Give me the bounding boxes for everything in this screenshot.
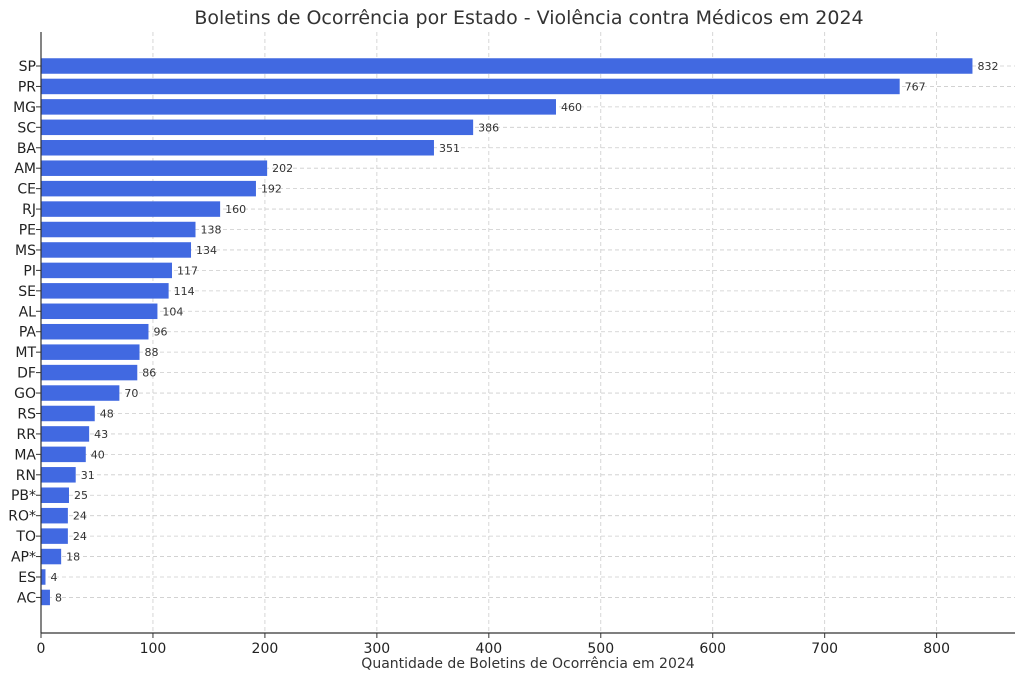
bar: [41, 507, 68, 524]
data-label: 4: [50, 571, 57, 584]
y-tick-label: AC: [17, 590, 36, 606]
bar: [41, 548, 62, 565]
x-tick-label: 300: [363, 641, 390, 657]
data-label: 40: [91, 448, 105, 461]
y-tick-label: PB*: [11, 488, 36, 504]
x-tick-label: 500: [587, 641, 614, 657]
y-tick-label: SC: [17, 120, 36, 136]
y-tick-label: GO: [14, 386, 36, 402]
bar: [41, 242, 192, 258]
y-tick-label: SE: [18, 284, 36, 300]
y-tick-label: AL: [19, 304, 37, 320]
x-tick-label: 600: [699, 641, 726, 657]
y-tick-label: PR: [18, 79, 36, 95]
bars: [41, 58, 973, 606]
y-tick-label: RS: [17, 406, 36, 422]
data-label: 192: [261, 183, 282, 196]
data-label: 86: [142, 367, 156, 380]
bar: [41, 323, 149, 340]
bar: [41, 160, 268, 176]
data-label: 43: [94, 428, 108, 441]
data-label: 767: [905, 80, 926, 93]
y-tick-label: PA: [19, 325, 37, 341]
y-tick-label: RR: [17, 427, 37, 443]
bar: [41, 385, 120, 401]
y-tick-label: RO*: [8, 509, 36, 525]
y-tick-label: DF: [17, 366, 36, 382]
y-tick-label: RJ: [22, 202, 36, 218]
data-label: 117: [177, 264, 198, 277]
y-tick-label: PI: [23, 263, 36, 279]
data-label: 8: [55, 591, 62, 604]
bar: [41, 262, 172, 279]
y-tick-label: MS: [15, 243, 36, 259]
bar: [41, 426, 90, 442]
data-label: 25: [74, 489, 88, 502]
x-tick-labels: 0 100 200 300 400 500 600 700 800: [37, 633, 950, 657]
bar: [41, 78, 900, 95]
data-label: 18: [66, 551, 80, 564]
data-label: 138: [200, 224, 221, 237]
bar: [41, 303, 158, 320]
x-axis-label: Quantidade de Boletins de Ocorrência em …: [361, 656, 694, 672]
y-tick-label: RN: [16, 468, 36, 484]
data-label: 134: [196, 244, 217, 257]
data-labels: 832 767 460 386 351 202 192 160 138 134 117 114 104 9…: [50, 60, 998, 604]
x-tick-label: 0: [37, 641, 46, 657]
y-tick-label: CE: [17, 182, 36, 198]
data-label: 114: [174, 285, 195, 298]
data-label: 31: [81, 469, 95, 482]
bar: [41, 140, 434, 156]
data-label: 160: [225, 203, 246, 216]
bar: [41, 344, 140, 360]
bar: [41, 589, 50, 606]
bar: [41, 364, 138, 381]
y-tick-label: PE: [19, 223, 36, 239]
data-label: 48: [100, 407, 114, 420]
y-tick-label: AP*: [11, 550, 36, 566]
x-tick-label: 700: [811, 641, 838, 657]
y-tick-label: MG: [13, 100, 36, 116]
bar: [41, 180, 256, 197]
bar: [41, 405, 95, 422]
data-label: 351: [439, 142, 460, 155]
data-label: 832: [977, 60, 998, 73]
data-label: 70: [124, 387, 138, 400]
bar: [41, 201, 221, 217]
bar: [41, 446, 86, 463]
bar: [41, 99, 556, 115]
bar: [41, 528, 68, 544]
y-tick-label: BA: [17, 141, 37, 157]
data-label: 88: [145, 346, 159, 359]
data-label: 202: [272, 162, 293, 175]
bar: [41, 221, 196, 238]
y-tick-label: SP: [19, 59, 36, 75]
bar: [41, 119, 474, 136]
y-tick-labels: SP PR MG SC BA AM CE RJ PE MS PI SE AL PA MT DF GO RS RR MA…: [8, 59, 41, 606]
x-tick-label: 400: [475, 641, 502, 657]
bar: [41, 58, 973, 74]
data-label: 96: [153, 326, 167, 339]
bar: [41, 569, 46, 585]
y-tick-label: TO: [15, 529, 36, 545]
data-label: 386: [478, 121, 499, 134]
bar: [41, 487, 69, 503]
y-tick-label: ES: [18, 570, 36, 586]
x-tick-label: 200: [252, 641, 279, 657]
y-tick-label: MT: [15, 345, 36, 361]
data-label: 104: [162, 305, 183, 318]
chart-title: Boletins de Ocorrência por Estado - Viol…: [194, 7, 863, 29]
x-tick-label: 800: [923, 641, 950, 657]
data-label: 460: [561, 101, 582, 114]
bar: [41, 467, 76, 483]
data-label: 24: [73, 510, 87, 523]
y-tick-label: AM: [14, 161, 36, 177]
bar: [41, 283, 169, 299]
y-tick-label: MA: [14, 447, 36, 463]
data-label: 24: [73, 530, 87, 543]
x-tick-label: 100: [140, 641, 167, 657]
